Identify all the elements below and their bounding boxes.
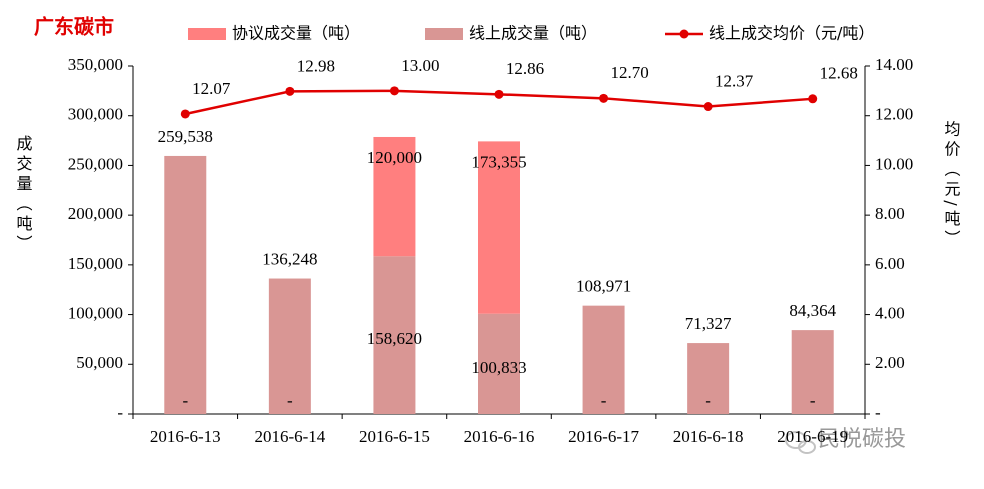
chart-title: 广东碳市 — [34, 15, 114, 39]
y-tick-label: 250,000 — [68, 154, 123, 173]
watermark-icon — [785, 431, 816, 454]
legend-swatch — [188, 28, 226, 40]
bar — [791, 330, 834, 414]
y-tick-label: 100,000 — [68, 303, 123, 322]
x-tick-label: 2016-6-17 — [568, 427, 639, 446]
line-point — [494, 89, 504, 99]
data-label: 259,538 — [158, 127, 213, 146]
data-label: 12.98 — [297, 56, 335, 75]
line-point — [180, 109, 190, 119]
data-label: 158,620 — [367, 329, 422, 348]
line-point — [389, 86, 399, 96]
x-tick-label: 2016-6-16 — [464, 427, 535, 446]
legend-label: 协议成交量（吨） — [232, 24, 360, 43]
y-tick-label: 350,000 — [68, 55, 123, 74]
data-label: - — [287, 391, 293, 410]
data-label: 12.07 — [192, 79, 231, 98]
bar — [373, 136, 416, 257]
legend-swatch — [425, 28, 463, 40]
data-label: 71,327 — [685, 314, 732, 333]
data-label: - — [705, 391, 711, 410]
bar — [373, 256, 416, 414]
legend-marker — [679, 29, 689, 39]
data-label: 12.70 — [610, 63, 648, 82]
data-label: 108,971 — [576, 277, 631, 296]
data-label: 12.86 — [506, 59, 544, 78]
y2-tick-label: - — [875, 403, 881, 422]
data-label: 12.37 — [715, 71, 754, 90]
data-label: 173,355 — [471, 152, 526, 171]
data-label: - — [810, 391, 816, 410]
y2-tick-label: 4.00 — [875, 303, 905, 322]
x-tick-label: 2016-6-18 — [673, 427, 744, 446]
y-tick-label: 200,000 — [68, 204, 123, 223]
x-tick-label: 2016-6-14 — [254, 427, 325, 446]
bar — [268, 278, 311, 414]
bar — [582, 305, 625, 414]
y2-tick-label: 12.00 — [875, 105, 913, 124]
line-point — [808, 94, 818, 104]
data-label: - — [601, 391, 607, 410]
legend-label: 线上成交量（吨） — [469, 24, 597, 43]
y2-axis-label: 均价（元/吨） — [942, 120, 961, 249]
y2-tick-label: 2.00 — [875, 353, 905, 372]
line-point — [703, 102, 713, 112]
data-label: 136,248 — [262, 249, 317, 268]
line-point — [599, 93, 609, 103]
x-tick-label: 2016-6-13 — [150, 427, 221, 446]
y2-tick-label: 10.00 — [875, 154, 913, 173]
legend-label: 线上成交均价（元/吨） — [709, 24, 874, 43]
watermark: 民悦碳投 — [818, 427, 906, 452]
bar — [164, 155, 207, 414]
data-label: - — [182, 391, 188, 410]
y2-tick-label: 14.00 — [875, 55, 913, 74]
bar — [478, 313, 520, 414]
y-tick-label: 150,000 — [68, 254, 123, 273]
x-tick-label: 2016-6-19 — [777, 427, 848, 446]
line-point — [285, 86, 295, 96]
y-axis-label: 成交量（吨） — [14, 135, 33, 255]
y-tick-label: 50,000 — [76, 353, 123, 372]
y2-tick-label: 6.00 — [875, 254, 905, 273]
data-label: 13.00 — [401, 56, 439, 75]
bar — [478, 141, 520, 314]
data-label: 120,000 — [367, 148, 422, 167]
data-label: 12.68 — [820, 64, 858, 83]
y2-tick-label: 8.00 — [875, 204, 905, 223]
y-tick-label: 300,000 — [68, 105, 123, 124]
data-label: 84,364 — [789, 301, 836, 320]
data-label: 100,833 — [471, 358, 526, 377]
y-tick-label: - — [117, 403, 123, 422]
bar — [687, 343, 730, 414]
x-tick-label: 2016-6-15 — [359, 427, 430, 446]
